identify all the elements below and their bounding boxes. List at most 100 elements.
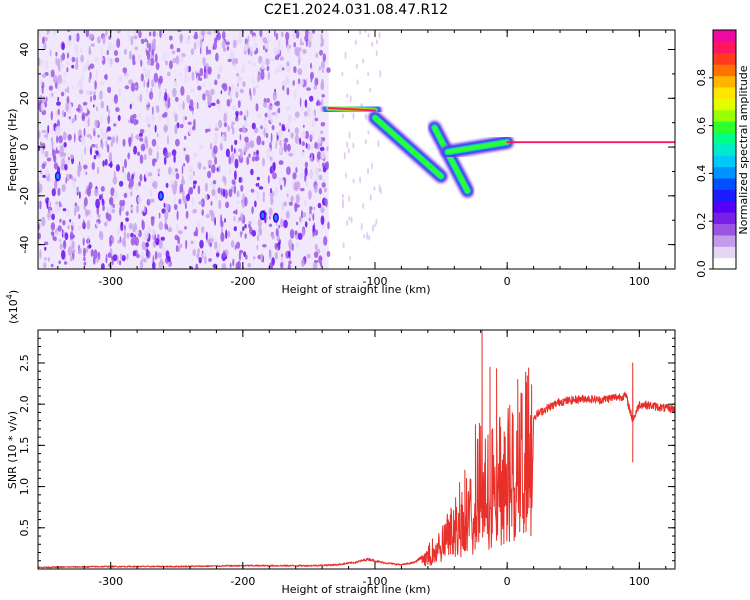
noise-speckle [101,132,105,142]
noise-speckle [295,167,298,174]
noise-speckle [88,90,91,95]
noise-speckle [306,87,311,91]
noise-speckle [174,124,178,135]
noise-speckle [269,262,273,269]
noise-speckle [217,73,221,80]
noise-speckle [93,155,97,160]
noise-speckle [130,36,134,46]
noise-speckle [173,204,178,210]
noise-speckle [210,212,215,222]
noise-speckle [196,252,200,259]
noise-speckle [174,79,178,88]
noise-speckle [346,141,349,148]
noise-speckle [101,142,104,150]
noise-speckle [67,134,72,141]
noise-speckle [53,30,57,36]
noise-speckle [56,101,61,106]
noise-speckle [102,35,106,45]
noise-speckle [307,105,311,114]
colorbar-cell [713,86,736,99]
noise-speckle [192,208,198,214]
noise-speckle [252,62,256,67]
noise-speckle [167,52,169,58]
noise-speckle [286,65,291,73]
noise-speckle [106,144,110,153]
noise-speckle [310,62,312,69]
noise-speckle [287,114,292,123]
noise-speckle [199,38,203,47]
noise-speckle [232,39,237,49]
noise-speckle [262,191,265,198]
noise-speckle [205,214,210,219]
noise-speckle [311,152,313,163]
noise-speckle [252,256,256,260]
noise-speckle [156,151,159,160]
noise-speckle [65,177,67,184]
noise-speckle [318,174,323,180]
noise-speckle [227,125,230,132]
noise-speckle [229,262,232,269]
noise-speckle [205,231,208,241]
noise-speckle [198,200,203,205]
noise-speckle [281,206,285,211]
noise-speckle [275,32,278,41]
noise-speckle [127,171,131,182]
noise-speckle [256,176,260,181]
noise-speckle [123,173,128,181]
noise-speckle [304,99,308,108]
noise-speckle [253,151,256,156]
noise-speckle [235,262,240,269]
noise-speckle [145,170,148,179]
noise-speckle [57,74,63,84]
noise-speckle [207,49,212,55]
noise-speckle [188,75,191,83]
noise-speckle [303,111,308,117]
noise-speckle [234,170,237,181]
noise-speckle [82,67,86,73]
noise-speckle [350,216,353,224]
noise-speckle [299,97,302,108]
noise-speckle [152,38,156,44]
noise-speckle [134,85,138,89]
noise-speckle [157,173,160,177]
noise-speckle [213,145,218,155]
noise-speckle [285,77,290,85]
noise-speckle [153,72,159,83]
noise-speckle [189,187,194,195]
noise-speckle [151,228,156,236]
noise-speckle [110,141,114,148]
noise-speckle [138,113,141,119]
noise-speckle [66,52,70,59]
noise-speckle [200,30,206,36]
noise-speckle [113,123,117,127]
noise-speckle [320,206,325,214]
y-tick-label: 2.5 [18,354,31,372]
noise-speckle [108,163,113,167]
noise-speckle [285,123,290,129]
noise-speckle [256,149,259,156]
noise-speckle [163,156,167,165]
noise-speckle [174,113,178,123]
noise-speckle [321,166,324,173]
noise-speckle [312,224,315,233]
noise-speckle [238,127,244,133]
noise-speckle [300,42,304,46]
noise-speckle [148,225,152,234]
noise-speckle [231,123,234,130]
x-tick-label: -200 [230,275,255,288]
snr-series-line [38,330,675,569]
noise-speckle [106,207,111,213]
noise-speckle [294,134,299,145]
noise-speckle [202,83,205,88]
noise-speckle [172,166,176,176]
colorbar-tick-label: 0.4 [695,165,708,183]
noise-speckle [297,78,301,85]
noise-speckle [136,253,140,259]
noise-speckle [312,213,315,221]
colorbar-cell [713,177,736,190]
colorbar-tick-label: 0.8 [695,69,708,87]
noise-speckle [292,80,295,86]
noise-speckle [55,125,60,133]
